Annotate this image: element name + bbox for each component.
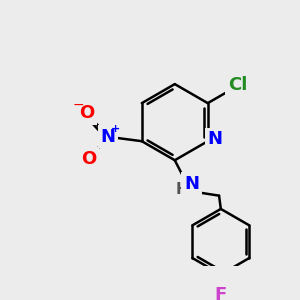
Text: H: H <box>176 182 188 197</box>
Text: N: N <box>184 175 199 193</box>
Text: Cl: Cl <box>228 76 248 94</box>
Text: O: O <box>79 104 94 122</box>
Text: N: N <box>207 130 222 148</box>
Text: −: − <box>72 98 84 112</box>
Text: N: N <box>101 128 116 146</box>
Text: F: F <box>215 286 227 300</box>
Text: O: O <box>81 150 96 168</box>
Text: +: + <box>111 124 120 134</box>
